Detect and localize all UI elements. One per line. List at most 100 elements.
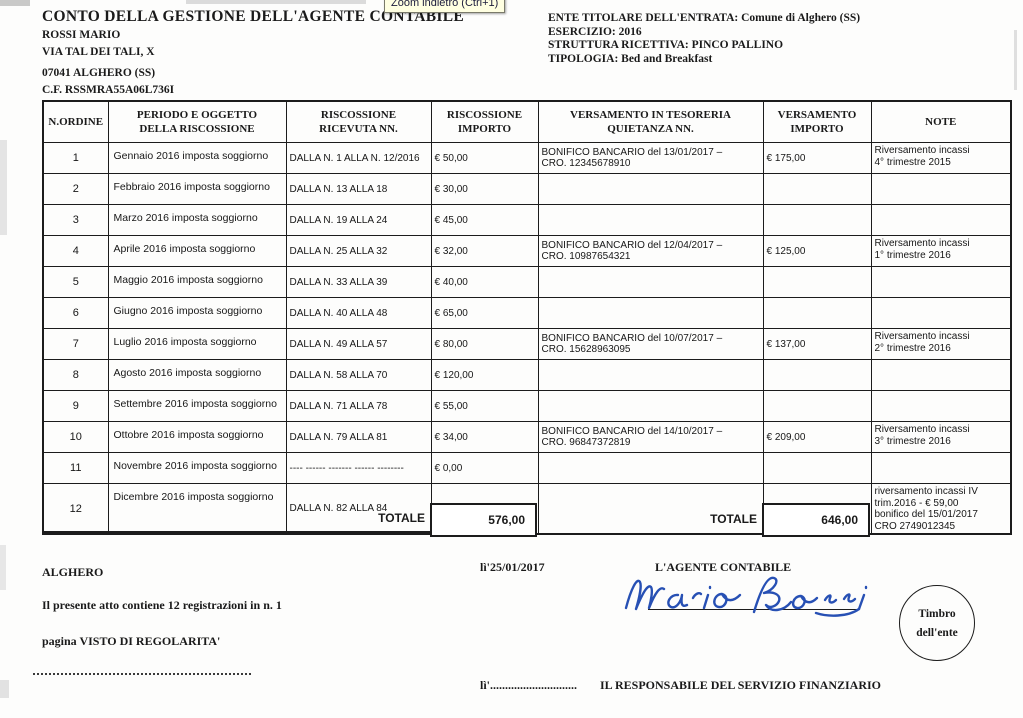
date-label: lì'25/01/2017 — [480, 560, 545, 574]
signature-dotted-line — [33, 673, 251, 675]
receipt-range-cell: ---- ------ ------- ------ -------- — [285, 452, 432, 484]
receipt-range-cell: DALLA N. 49 ALLA 57 — [285, 328, 432, 360]
receipt-range-cell: DALLA N. 82 ALLA 84 — [285, 483, 432, 535]
treasury-payment-cell: BONIFICO BANCARIO del 12/04/2017 – CRO. … — [537, 235, 764, 267]
note-cell — [870, 204, 1012, 236]
period-cell: Maggio 2016 imposta soggiorno — [107, 266, 287, 298]
treasury-payment-cell: BONIFICO BANCARIO del 14/10/2017 – CRO. … — [537, 421, 764, 453]
period-cell: Aprile 2016 imposta soggiorno — [107, 235, 287, 267]
collection-amount-cell: € 34,00 — [430, 421, 539, 453]
order-number-cell: 3 — [42, 204, 109, 236]
payment-amount-cell: € 209,00 — [762, 421, 872, 453]
note-cell — [870, 297, 1012, 329]
treasury-payment-cell — [537, 204, 764, 236]
col-header-riscossione-importo: RISCOSSIONE IMPORTO — [430, 100, 539, 143]
note-cell: riversamento incassi IV trim.2016 - € 59… — [870, 483, 1012, 535]
agent-address: VIA TAL DEI TALI, X — [42, 46, 155, 58]
table-row: 7 Luglio 2016 imposta soggiorno DALLA N.… — [42, 328, 1012, 360]
account-table: N.ORDINE PERIODO E OGGETTO DELLA RISCOSS… — [42, 100, 1012, 535]
scan-artifact — [0, 545, 6, 590]
col-header-versamento-importo: VERSAMENTO IMPORTO — [762, 100, 872, 143]
riscossione-total-value: 576,00 — [430, 503, 537, 537]
responsible-label: IL RESPONSABILE DEL SERVIZIO FINANZIARIO — [600, 678, 881, 692]
receipt-range-cell: DALLA N. 25 ALLA 32 — [285, 235, 432, 267]
agent-city: 07041 ALGHERO (SS) — [42, 67, 156, 79]
zoom-tooltip: Zoom indietro (Ctrl+1) — [384, 0, 506, 13]
ente-titolare-line: ENTE TITOLARE DELL'ENTRATA: Comune di Al… — [548, 12, 861, 24]
page-title: CONTO DELLA GESTIONE DELL'AGENTE CONTABI… — [42, 8, 465, 25]
table-row: 3 Marzo 2016 imposta soggiorno DALLA N. … — [42, 204, 1012, 236]
note-cell — [870, 266, 1012, 298]
stamp-text-line2: dell'ente — [916, 626, 958, 639]
table-header-row: N.ORDINE PERIODO E OGGETTO DELLA RISCOSS… — [42, 100, 1012, 143]
visto-regolarita-line: pagina VISTO DI REGOLARITA' — [42, 634, 221, 648]
scan-artifact — [0, 140, 7, 235]
order-number-cell: 10 — [42, 421, 109, 453]
period-cell: Marzo 2016 imposta soggiorno — [107, 204, 287, 236]
scan-artifact — [0, 0, 30, 6]
treasury-payment-cell — [537, 483, 764, 535]
scan-artifact — [0, 680, 9, 698]
table-row: 6 Giugno 2016 imposta soggiorno DALLA N.… — [42, 297, 1012, 329]
period-cell: Settembre 2016 imposta soggiorno — [107, 390, 287, 422]
scan-artifact — [186, 0, 366, 4]
note-cell — [870, 359, 1012, 391]
note-cell: Riversamento incassi 4° trimestre 2015 — [870, 142, 1012, 174]
ente-stamp: Timbro dell'ente — [899, 585, 975, 661]
registrations-line: Il presente atto contiene 12 registrazio… — [42, 598, 282, 612]
note-cell: Riversamento incassi 3° trimestre 2016 — [870, 421, 1012, 453]
note-cell: Riversamento incassi 1° trimestre 2016 — [870, 235, 1012, 267]
versamento-total-value: 646,00 — [762, 503, 870, 537]
period-cell: Luglio 2016 imposta soggiorno — [107, 328, 287, 360]
collection-amount-cell: € 120,00 — [430, 359, 539, 391]
period-cell: Dicembre 2016 imposta soggiorno — [107, 483, 287, 535]
treasury-payment-cell — [537, 266, 764, 298]
table-row: 5 Maggio 2016 imposta soggiorno DALLA N.… — [42, 266, 1012, 298]
order-number-cell: 5 — [42, 266, 109, 298]
riscossione-total-label: TOTALE — [42, 505, 430, 533]
stamp-text-line1: Timbro — [918, 607, 956, 620]
struttura-line: STRUTTURA RICETTIVA: PINCO PALLINO — [548, 39, 784, 51]
fiscal-code: C.F. RSSMRA55A06L736I — [42, 84, 175, 96]
period-cell: Giugno 2016 imposta soggiorno — [107, 297, 287, 329]
table-row: 1 Gennaio 2016 imposta soggiorno DALLA N… — [42, 142, 1012, 174]
collection-amount-cell: € 30,00 — [430, 173, 539, 205]
payment-amount-cell — [762, 297, 872, 329]
receipt-range-cell: DALLA N. 58 ALLA 70 — [285, 359, 432, 391]
scan-artifact — [1014, 30, 1017, 90]
order-number-cell: 12 — [42, 483, 109, 535]
collection-amount-cell: € 32,00 — [430, 235, 539, 267]
order-number-cell: 9 — [42, 390, 109, 422]
table-row: 11 Novembre 2016 imposta soggiorno ---- … — [42, 452, 1012, 484]
collection-amount-cell: € 55,00 — [430, 390, 539, 422]
treasury-payment-cell: BONIFICO BANCARIO del 10/07/2017 – CRO. … — [537, 328, 764, 360]
treasury-payment-cell — [537, 452, 764, 484]
period-cell: Ottobre 2016 imposta soggiorno — [107, 421, 287, 453]
collection-amount-cell: € 65,00 — [430, 297, 539, 329]
period-cell: Gennaio 2016 imposta soggiorno — [107, 142, 287, 174]
payment-amount-cell — [762, 452, 872, 484]
payment-amount-cell — [762, 390, 872, 422]
receipt-range-cell: DALLA N. 79 ALLA 81 — [285, 421, 432, 453]
note-cell — [870, 173, 1012, 205]
note-cell: Riversamento incassi 2° trimestre 2016 — [870, 328, 1012, 360]
collection-amount-cell: € 0,00 — [430, 452, 539, 484]
note-cell — [870, 452, 1012, 484]
receipt-range-cell: DALLA N. 71 ALLA 78 — [285, 390, 432, 422]
order-number-cell: 1 — [42, 142, 109, 174]
receipt-range-cell: DALLA N. 13 ALLA 18 — [285, 173, 432, 205]
payment-amount-cell: € 137,00 — [762, 328, 872, 360]
account-table-body: 1 Gennaio 2016 imposta soggiorno DALLA N… — [42, 142, 1012, 535]
col-header-periodo: PERIODO E OGGETTO DELLA RISCOSSIONE — [107, 100, 287, 143]
collection-amount-cell: € 50,00 — [430, 142, 539, 174]
payment-amount-cell — [762, 359, 872, 391]
note-cell — [870, 390, 1012, 422]
col-header-versamento-tesoreria: VERSAMENTO IN TESORERIA QUIETANZA NN. — [537, 100, 764, 143]
treasury-payment-cell — [537, 297, 764, 329]
order-number-cell: 11 — [42, 452, 109, 484]
order-number-cell: 4 — [42, 235, 109, 267]
order-number-cell: 8 — [42, 359, 109, 391]
treasury-payment-cell — [537, 173, 764, 205]
agent-name: ROSSI MARIO — [42, 29, 121, 41]
table-row: 4 Aprile 2016 imposta soggiorno DALLA N.… — [42, 235, 1012, 267]
